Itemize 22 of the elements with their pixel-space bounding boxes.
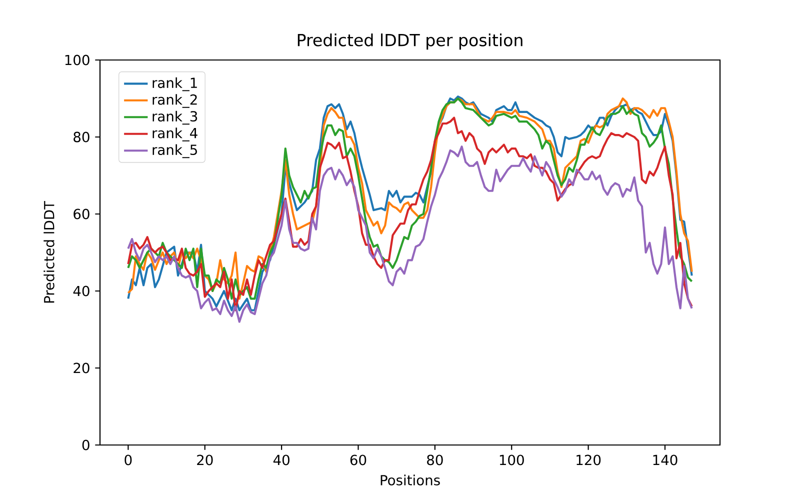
y-tick-label: 40: [73, 286, 90, 296]
y-tick-label: 100: [65, 54, 90, 66]
y-tick-label: 0: [82, 440, 90, 450]
legend-label: rank_4: [152, 128, 198, 142]
legend-label: rank_1: [152, 77, 197, 92]
x-tick-label: 80: [427, 454, 443, 466]
y-axis-title: Predicted lDDT: [44, 200, 54, 303]
x-tick-label: 100: [500, 454, 524, 466]
x-tick-label: 40: [273, 454, 290, 466]
x-tick-label: 20: [197, 454, 213, 466]
x-tick-label: 140: [653, 454, 678, 466]
x-tick-label: 0: [124, 454, 132, 466]
y-tick-label: 20: [74, 362, 90, 374]
legend-label: rank_2: [152, 94, 197, 108]
y-tick-label: 80: [74, 132, 90, 142]
x-tick-label: 60: [350, 454, 366, 466]
legend-label: rank_5: [152, 144, 197, 158]
x-axis-title: Positions: [380, 474, 440, 486]
y-tick-label: 60: [74, 208, 90, 220]
legend-label: rank_3: [152, 110, 198, 125]
chart-title: Predicted lDDT per position: [298, 34, 522, 50]
x-tick-label: 120: [576, 454, 601, 466]
